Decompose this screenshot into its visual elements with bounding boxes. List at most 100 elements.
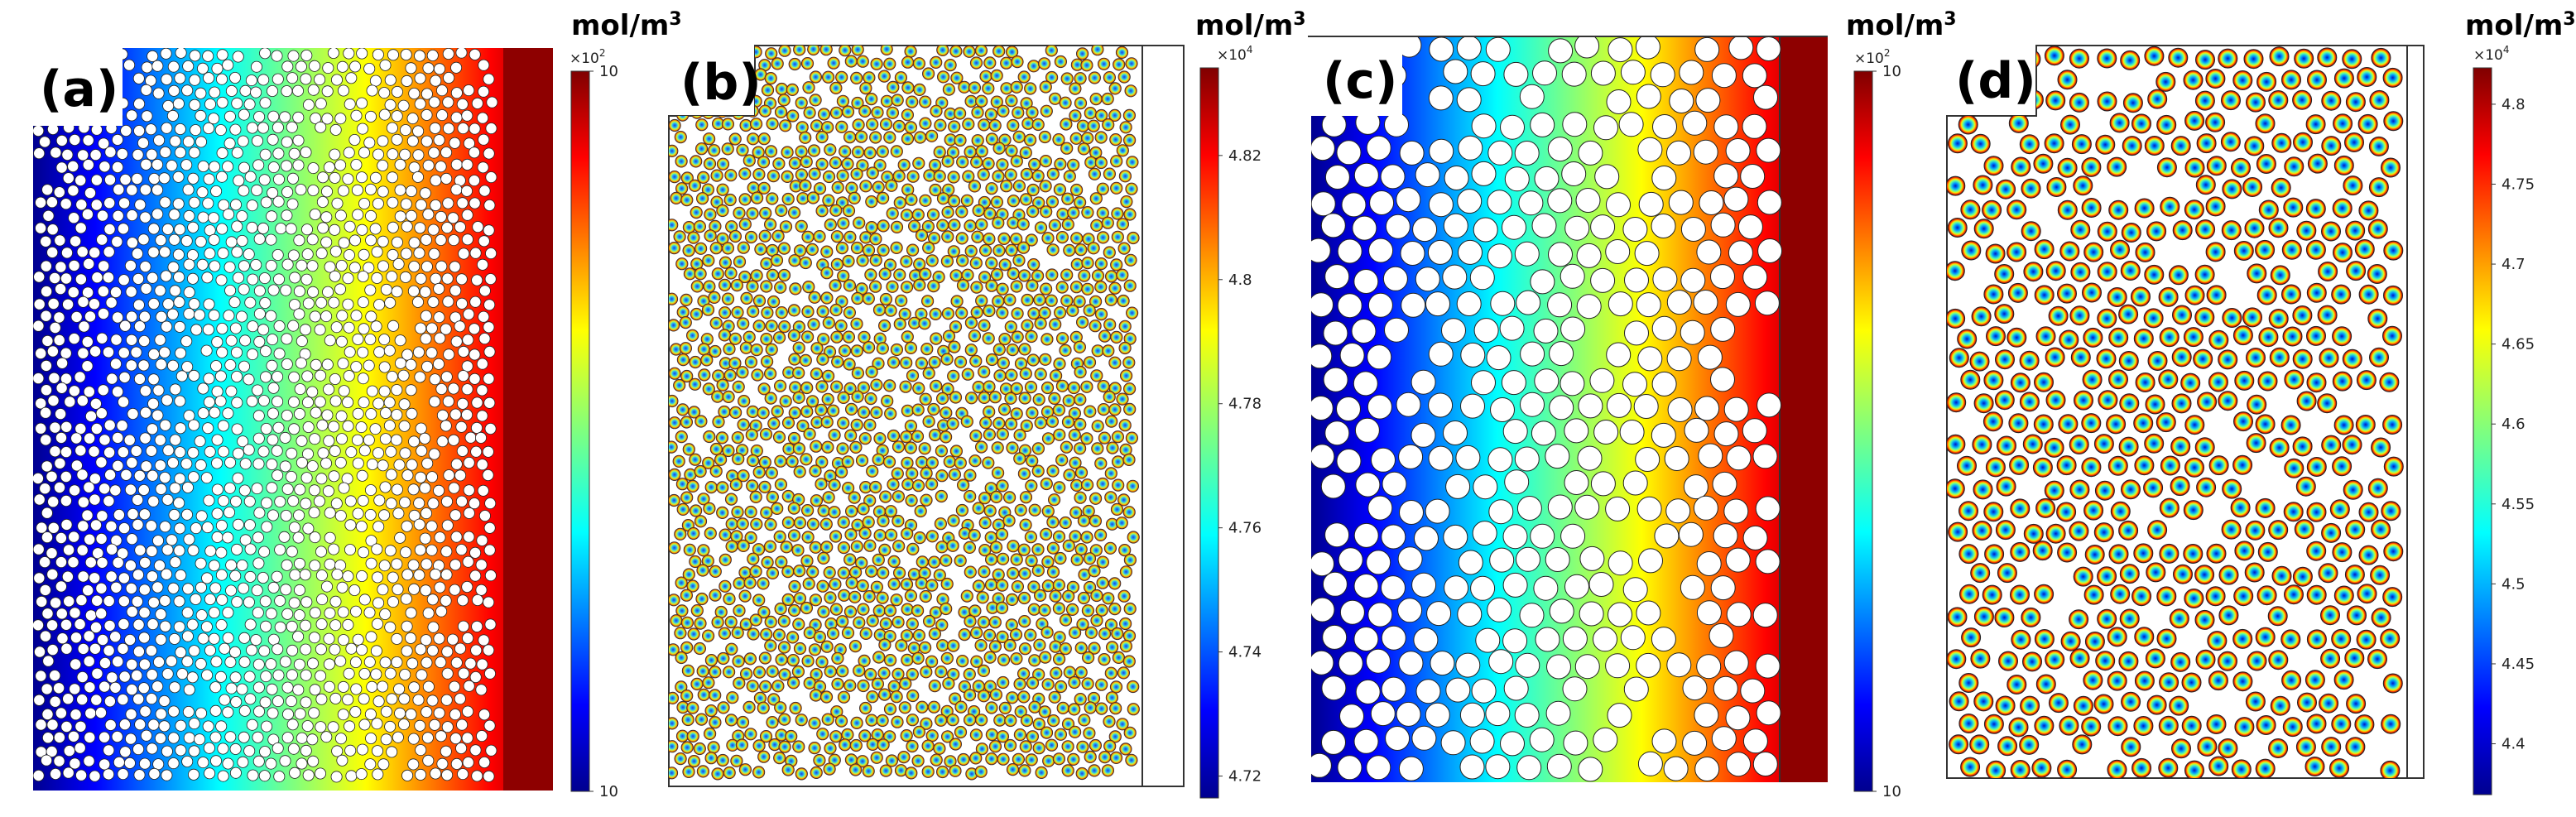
particle xyxy=(759,427,773,441)
particle xyxy=(795,96,808,109)
particle xyxy=(775,555,788,569)
particle xyxy=(2097,308,2117,329)
particle xyxy=(752,320,766,333)
pore-particle xyxy=(161,320,173,333)
pore-particle xyxy=(1323,367,1348,392)
particle xyxy=(2145,394,2165,415)
particle xyxy=(1998,651,2018,671)
particle xyxy=(1081,478,1094,492)
particle xyxy=(2268,738,2289,758)
pore-particle xyxy=(364,484,377,497)
pore-particle xyxy=(344,346,356,358)
particle xyxy=(978,391,991,404)
pore-particle xyxy=(208,212,220,224)
pore-particle xyxy=(1713,114,1739,140)
pore-particle xyxy=(392,507,405,520)
particle xyxy=(709,344,722,358)
pore-particle xyxy=(394,184,406,196)
particle xyxy=(731,430,744,445)
particle xyxy=(2371,47,2391,68)
particle xyxy=(983,232,996,246)
particle xyxy=(1061,218,1074,231)
particle xyxy=(1031,564,1045,577)
pore-particle xyxy=(371,246,383,258)
pore-particle xyxy=(371,718,383,730)
pore-particle xyxy=(1578,393,1603,419)
pore-particle xyxy=(386,171,398,184)
particle xyxy=(1969,351,1990,372)
pore-particle xyxy=(412,125,425,137)
pore-particle xyxy=(224,284,237,296)
pore-particle xyxy=(343,147,355,159)
pore-particle xyxy=(372,49,384,61)
pore-particle xyxy=(434,531,446,544)
particle xyxy=(806,565,819,579)
particle xyxy=(844,402,858,416)
particle xyxy=(978,492,992,505)
particle xyxy=(919,117,932,130)
particle xyxy=(709,464,723,478)
pore-particle xyxy=(1324,165,1350,190)
particle xyxy=(694,242,708,255)
pore-particle xyxy=(292,531,305,544)
particle xyxy=(970,626,983,640)
pore-particle xyxy=(203,173,215,185)
particle xyxy=(839,46,852,57)
pore-particle xyxy=(1411,369,1436,395)
pore-particle xyxy=(399,271,411,283)
particle xyxy=(843,358,856,371)
particle xyxy=(968,180,982,193)
particle xyxy=(1116,218,1130,231)
particle xyxy=(919,194,932,207)
pore-particle xyxy=(138,334,151,347)
pore-particle xyxy=(271,445,283,457)
particle xyxy=(799,131,812,144)
pore-particle xyxy=(315,618,328,631)
pore-particle xyxy=(229,199,242,211)
pore-particle xyxy=(343,249,355,262)
particle xyxy=(2344,132,2364,152)
particle xyxy=(2244,562,2265,583)
particle xyxy=(681,713,694,727)
pore-particle xyxy=(281,732,294,744)
particle xyxy=(2011,629,2031,650)
pore-particle xyxy=(324,531,336,544)
pore-particle xyxy=(482,445,494,458)
particle xyxy=(2317,47,2338,68)
pore-particle xyxy=(159,246,171,258)
pore-particle xyxy=(61,570,74,583)
particle xyxy=(858,729,872,743)
particle xyxy=(2347,605,2367,626)
particle xyxy=(826,627,840,641)
particle xyxy=(1012,130,1026,143)
particle xyxy=(1081,206,1094,219)
pore-particle xyxy=(140,84,152,96)
pore-particle xyxy=(287,320,300,332)
particle xyxy=(750,269,763,282)
pore-particle xyxy=(1576,243,1602,268)
pore-particle xyxy=(478,235,490,248)
pore-particle xyxy=(281,608,294,620)
particle xyxy=(1034,416,1047,430)
particle xyxy=(1997,563,2017,584)
particle xyxy=(1090,613,1103,627)
pore-particle xyxy=(1341,192,1367,218)
pore-particle xyxy=(485,171,497,184)
particle xyxy=(983,304,996,318)
pore-particle xyxy=(1385,214,1411,239)
particle xyxy=(913,83,926,97)
particle xyxy=(2107,156,2127,177)
pore-particle xyxy=(1311,444,1335,469)
particle xyxy=(1947,218,1968,238)
particle xyxy=(936,392,949,405)
particle xyxy=(2147,351,2168,371)
pore-particle xyxy=(245,74,257,87)
pore-particle xyxy=(413,247,425,259)
particle xyxy=(793,565,806,578)
particle xyxy=(829,81,843,95)
pore-particle xyxy=(1339,704,1364,729)
pore-particle xyxy=(344,744,357,757)
particle xyxy=(1108,82,1122,95)
pore-particle xyxy=(322,62,334,74)
pore-particle xyxy=(133,769,146,781)
